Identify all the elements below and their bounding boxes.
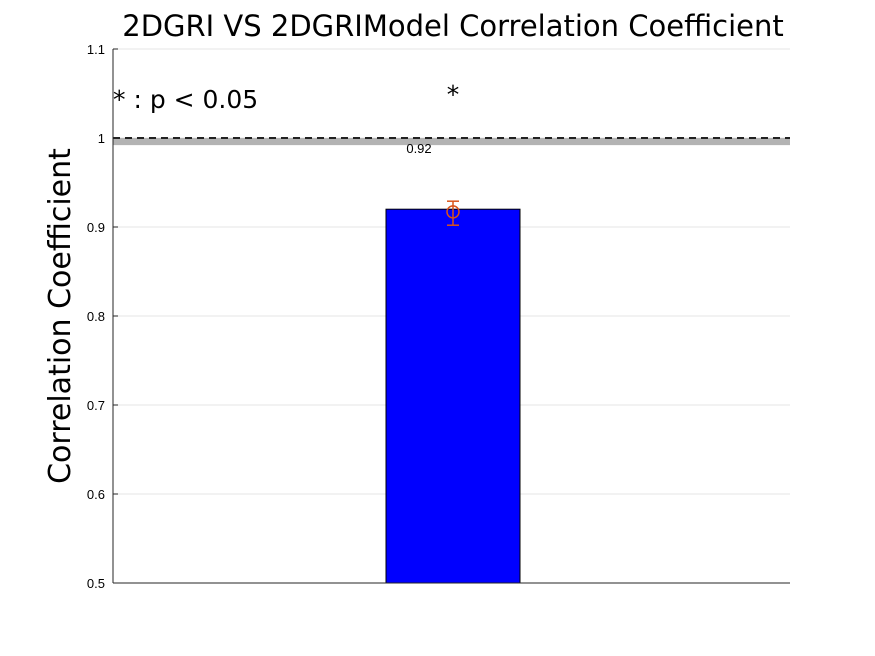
y-tick-label: 1.1 [87, 42, 105, 57]
y-tick-labels: 0.5 0.6 0.7 0.8 0.9 1 1.1 [87, 42, 105, 591]
bar [385, 208, 521, 584]
chart-title: 2DGRI VS 2DGRIModel Correlation Coeffici… [122, 9, 783, 43]
y-axis-label: Correlation Coefficient [43, 148, 78, 484]
significance-legend: * : p < 0.05 [113, 85, 258, 114]
bars [385, 208, 521, 584]
error-bars [446, 200, 460, 226]
error-bar-marker [446, 205, 460, 219]
reference-band-group [113, 137, 790, 146]
y-tick-label: 0.7 [87, 398, 105, 413]
y-tick-label: 0.6 [87, 487, 105, 502]
axes [112, 48, 790, 584]
y-tick-label: 0.8 [87, 309, 105, 324]
y-tick-label: 0.5 [87, 576, 105, 591]
reference-band [113, 138, 790, 146]
significance-star: * [447, 80, 460, 109]
y-tick-label: 1 [98, 131, 105, 146]
bar-value-label: 0.92 [406, 141, 431, 156]
y-tick-label: 0.9 [87, 220, 105, 235]
